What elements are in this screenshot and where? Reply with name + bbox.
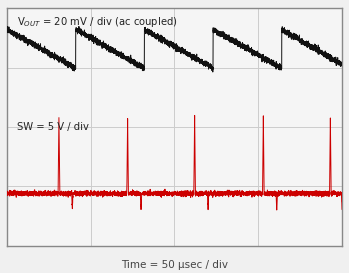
Text: SW = 5 V / div: SW = 5 V / div bbox=[17, 122, 89, 132]
Text: V$_{OUT}$ = 20 mV / div (ac coupled): V$_{OUT}$ = 20 mV / div (ac coupled) bbox=[17, 15, 178, 29]
Text: Time = 50 μsec / div: Time = 50 μsec / div bbox=[121, 260, 228, 270]
